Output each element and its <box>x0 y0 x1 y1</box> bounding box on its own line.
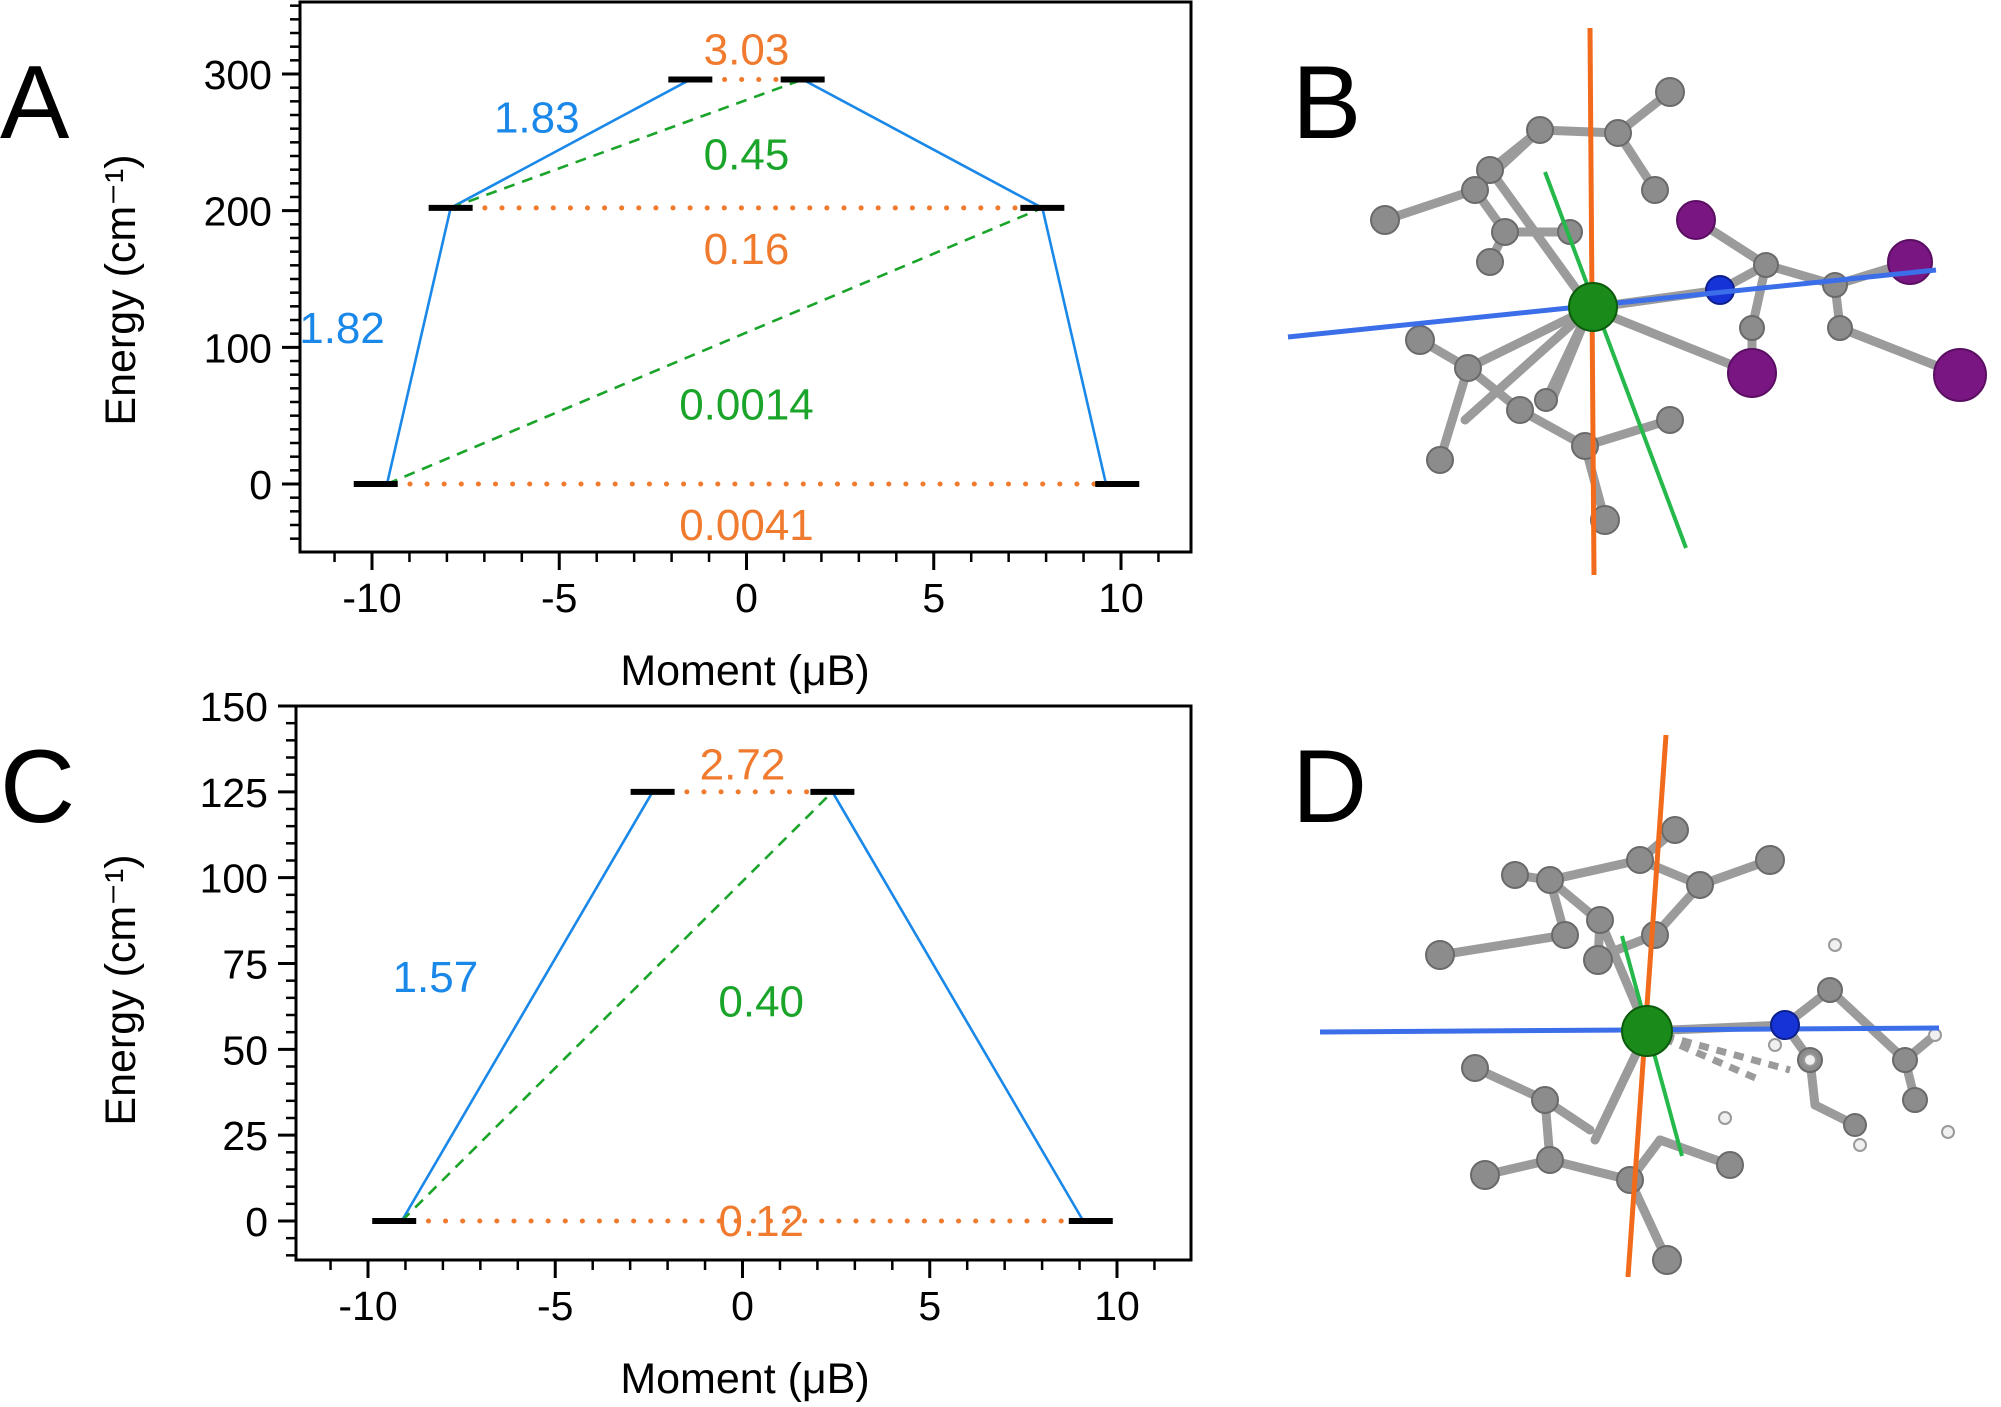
chart-a-xtick-label: 5 <box>922 575 945 621</box>
chart-a-ytick-label: 200 <box>204 189 272 235</box>
chart-c-annotation-orange: 2.72 <box>700 740 786 789</box>
chart-a-transition-blue-2 <box>801 78 1044 210</box>
chart-a: -10 -5 0 5 1001002003003.031.830.450.161.820… <box>204 0 1193 621</box>
chart-c-xtick-label: -10 <box>338 1283 397 1329</box>
chart-a-ylabel: Energy (cm⁻¹) <box>97 154 145 425</box>
chart-c-xtick-label: -5 <box>537 1283 573 1329</box>
chart-a-annotation-orange: 0.0041 <box>679 501 814 550</box>
chart-a-ytick-label: 300 <box>204 52 272 98</box>
chart-c-ytick-label: 150 <box>200 684 268 730</box>
chart-c-ytick-label: 100 <box>200 856 268 902</box>
chart-a-annotation-green: 0.0014 <box>679 381 814 430</box>
chart-c-xtick-label: 5 <box>918 1283 941 1329</box>
chart-c-ytick-label: 75 <box>222 942 268 988</box>
chart-a-xtick-label: -10 <box>342 575 401 621</box>
chart-a-annotation-green: 0.45 <box>704 131 790 180</box>
chart-a-annotation-blue: 1.82 <box>299 304 385 353</box>
chart-a-annotation-orange: 0.16 <box>704 225 790 274</box>
chart-a-ytick-label: 100 <box>204 325 272 371</box>
chart-a-xtick-label: -5 <box>541 575 577 621</box>
chart-c-annotation-green: 0.40 <box>718 977 804 1026</box>
chart-c-xlabel: Moment (μB) <box>620 1355 869 1403</box>
panel-letter-b: B <box>1292 45 1361 161</box>
chart-c-ytick-label: 50 <box>222 1027 268 1073</box>
chart-c-ylabel: Energy (cm⁻¹) <box>97 854 145 1125</box>
molecule-d <box>1319 734 1955 1278</box>
chart-c-xtick-label: 0 <box>731 1283 754 1329</box>
chart-a-ytick-label: 0 <box>249 462 272 508</box>
chart-c-ytick-label: 0 <box>245 1199 268 1245</box>
chart-a-transition-blue-0 <box>385 206 452 486</box>
chart-c-transition-green-2 <box>400 790 834 1222</box>
chart-c-xtick-label: 10 <box>1094 1283 1140 1329</box>
chart-c-ytick-label: 125 <box>200 770 268 816</box>
chart-a-xtick-label: 0 <box>735 575 758 621</box>
chart-a-annotation-blue: 1.83 <box>494 94 580 143</box>
chart-c-annotation-orange: 0.12 <box>718 1197 804 1246</box>
chart-a-xtick-label: 10 <box>1098 575 1144 621</box>
chart-c-ytick-label: 25 <box>222 1113 268 1159</box>
panel-letter-a: A <box>0 45 70 161</box>
chart-a-annotation-orange: 3.03 <box>704 25 790 74</box>
chart-c-transition-blue-0 <box>400 790 654 1223</box>
chart-a-xlabel: Moment (μB) <box>620 647 869 695</box>
molecule-b <box>1287 27 1987 576</box>
chart-c-transition-blue-1 <box>831 790 1085 1223</box>
chart-a-transition-blue-1 <box>449 78 692 210</box>
panel-letter-c: C <box>0 729 75 845</box>
panel-letter-d: D <box>1292 729 1367 845</box>
chart-c-annotation-blue: 1.57 <box>393 953 479 1002</box>
chart-a-transition-blue-3 <box>1041 206 1108 486</box>
chart-a-transition-green-5 <box>386 206 1043 486</box>
chart-a-transition-green-4 <box>450 78 804 210</box>
